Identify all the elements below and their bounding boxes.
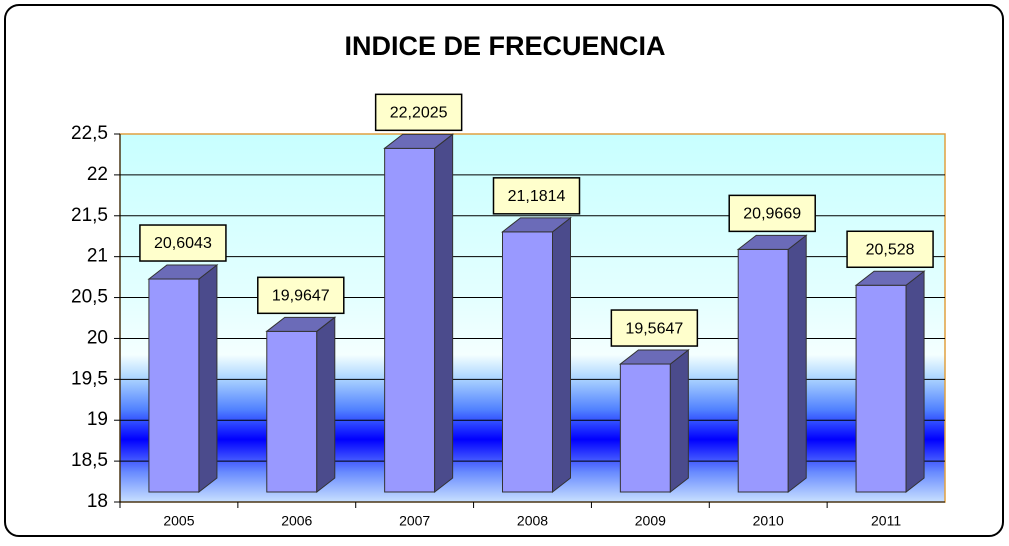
data-label-box: [257, 276, 345, 315]
bar-top: [736, 234, 808, 250]
data-label: 19,9647: [272, 288, 330, 305]
data-label-box: [492, 177, 581, 215]
y-tick-label: 18: [87, 491, 108, 512]
bar: [148, 278, 200, 493]
x-tick-label: 2009: [635, 513, 666, 529]
x-tick-label: 2005: [163, 513, 194, 529]
data-label: 20,6043: [154, 235, 212, 252]
y-tick-label: 18,5: [71, 450, 108, 471]
x-tick-label: 2010: [753, 513, 784, 529]
bar-top: [854, 270, 926, 286]
bar-top: [501, 217, 572, 233]
y-tick-label: 19,5: [71, 368, 108, 389]
bar-side: [669, 349, 689, 494]
y-tick-label: 20,5: [71, 287, 108, 308]
y-tick-label: 22: [87, 164, 108, 185]
data-label-box: [610, 309, 699, 347]
bar-side: [434, 133, 454, 494]
data-label: 19,5647: [625, 320, 683, 337]
x-tick-label: 2007: [399, 513, 430, 529]
bar-top: [147, 264, 219, 280]
x-tick-label: 2011: [871, 513, 901, 529]
y-tick-label: 20: [87, 327, 108, 348]
data-label-box: [728, 194, 816, 233]
bar: [266, 330, 318, 493]
data-label: 20,528: [866, 241, 915, 258]
chart-title: INDICE DE FRECUENCIA: [344, 31, 665, 61]
bar: [619, 363, 671, 493]
bar: [855, 284, 907, 493]
y-tick-label: 22,5: [71, 123, 108, 144]
bar-side: [198, 264, 218, 494]
bar-side: [316, 316, 336, 494]
data-label-box: [374, 93, 463, 132]
bar: [384, 147, 436, 493]
data-label: 20,9669: [743, 206, 801, 223]
bar: [737, 248, 789, 493]
bar-side: [787, 234, 807, 494]
data-label-box: [139, 224, 227, 262]
bar-side: [552, 216, 571, 494]
x-tick-label: 2008: [517, 513, 548, 529]
y-tick-label: 21: [87, 246, 108, 267]
y-tick-label: 21,5: [71, 205, 108, 226]
bar: [502, 231, 553, 493]
bar-top: [383, 133, 455, 149]
y-tick-label: 19: [87, 409, 108, 430]
bar-top: [618, 349, 690, 365]
data-label-box: [846, 230, 934, 269]
data-label: 22,2025: [390, 105, 448, 122]
x-tick-label: 2006: [281, 513, 312, 529]
data-label: 21,1814: [508, 188, 566, 205]
bar-side: [905, 270, 925, 494]
bar-top: [265, 316, 337, 332]
